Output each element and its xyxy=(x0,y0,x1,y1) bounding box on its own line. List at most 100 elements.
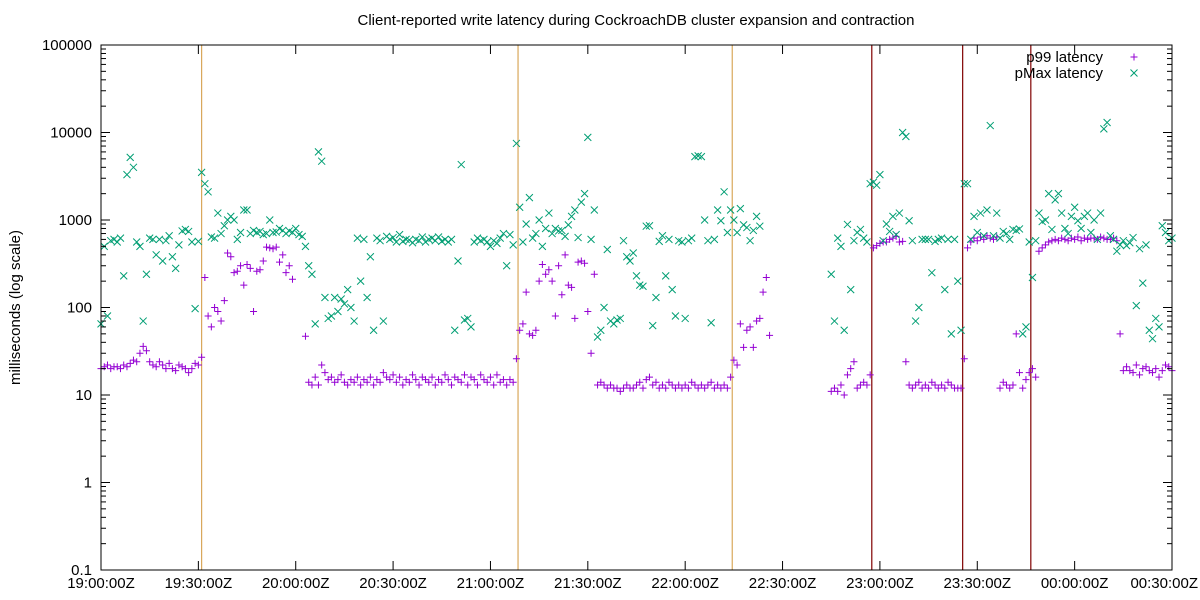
data-point xyxy=(204,312,212,320)
data-point xyxy=(723,228,732,237)
data-point xyxy=(600,381,608,389)
data-point xyxy=(412,376,420,384)
data-point xyxy=(522,220,531,228)
data-point xyxy=(743,326,751,334)
data-point xyxy=(960,355,968,363)
data-point xyxy=(759,288,767,296)
axis-ticks: 0.1 1 10 100 1000 10000 100000 19:00:00Z 19:30:0… xyxy=(42,37,1198,592)
data-point xyxy=(311,320,320,328)
data-point xyxy=(963,179,972,188)
data-point xyxy=(701,384,709,392)
data-point xyxy=(853,384,861,392)
legend-label-pmax: pMax latency xyxy=(1015,65,1104,82)
data-point xyxy=(976,209,985,217)
data-point xyxy=(357,381,365,389)
data-point xyxy=(697,152,706,161)
data-point xyxy=(395,230,404,239)
data-point xyxy=(908,236,917,245)
data-point xyxy=(198,353,206,361)
data-point xyxy=(324,314,333,323)
data-point xyxy=(983,206,991,214)
data-point xyxy=(730,216,738,224)
data-point xyxy=(918,235,926,244)
data-point xyxy=(726,206,735,214)
data-point xyxy=(522,288,530,296)
data-point xyxy=(979,231,988,240)
data-point xyxy=(713,206,722,214)
data-point xyxy=(886,235,894,243)
data-point xyxy=(369,326,378,335)
data-point xyxy=(1015,369,1023,377)
data-point xyxy=(1158,221,1167,230)
data-point xyxy=(850,236,858,245)
data-point xyxy=(233,267,241,275)
data-point xyxy=(1132,361,1140,369)
data-point xyxy=(470,376,478,384)
data-point xyxy=(675,381,683,389)
data-point xyxy=(574,258,582,266)
data-point xyxy=(746,323,754,331)
data-point xyxy=(1129,233,1137,242)
data-point xyxy=(171,264,180,273)
data-point xyxy=(700,216,709,224)
data-point xyxy=(905,381,913,389)
data-point xyxy=(840,326,849,335)
data-point xyxy=(671,312,680,320)
y-tick-label: 1000 xyxy=(59,212,92,229)
data-point xyxy=(402,235,410,244)
y-tick-label: 100 xyxy=(67,300,92,317)
x-tick-label: 21:30:00Z xyxy=(554,575,622,592)
data-point xyxy=(736,204,745,213)
data-point xyxy=(266,244,274,252)
data-point xyxy=(330,293,339,302)
data-point xyxy=(603,384,611,392)
data-point xyxy=(220,297,228,305)
data-point xyxy=(1103,118,1111,127)
data-point xyxy=(846,285,855,294)
data-point xyxy=(211,304,219,311)
data-point xyxy=(389,371,397,379)
data-point xyxy=(1161,228,1170,237)
data-point xyxy=(596,326,605,335)
data-point xyxy=(665,235,673,244)
data-point xyxy=(269,245,277,253)
data-point xyxy=(960,179,969,188)
data-point xyxy=(966,235,975,244)
data-point xyxy=(697,381,705,389)
data-point xyxy=(694,384,702,392)
data-point xyxy=(898,128,907,137)
data-point xyxy=(986,234,994,242)
data-point xyxy=(583,133,592,142)
data-point xyxy=(434,233,443,241)
data-point xyxy=(103,361,111,369)
data-point xyxy=(1028,273,1037,282)
data-point xyxy=(623,381,631,389)
data-point xyxy=(603,245,612,254)
data-point xyxy=(1164,236,1173,245)
data-point xyxy=(263,243,271,251)
data-point xyxy=(1152,365,1160,373)
series-pmax-points xyxy=(97,118,1176,343)
data-point xyxy=(863,381,871,389)
data-point xyxy=(755,222,764,231)
data-point xyxy=(405,378,413,386)
data-point xyxy=(882,220,891,228)
data-point xyxy=(386,376,394,384)
data-point xyxy=(655,237,664,246)
data-point xyxy=(321,293,329,302)
data-point xyxy=(463,314,472,323)
data-point xyxy=(1038,244,1046,252)
data-point xyxy=(276,258,283,266)
data-point xyxy=(658,381,666,389)
data-point xyxy=(843,371,851,379)
data-point xyxy=(227,253,235,261)
data-point xyxy=(311,373,319,381)
data-point xyxy=(989,231,998,240)
data-point xyxy=(142,347,150,355)
data-point xyxy=(1067,234,1075,242)
data-point xyxy=(1006,384,1014,392)
legend-marker-p99 xyxy=(1130,53,1138,61)
data-point xyxy=(626,257,634,265)
data-point xyxy=(1090,216,1098,224)
